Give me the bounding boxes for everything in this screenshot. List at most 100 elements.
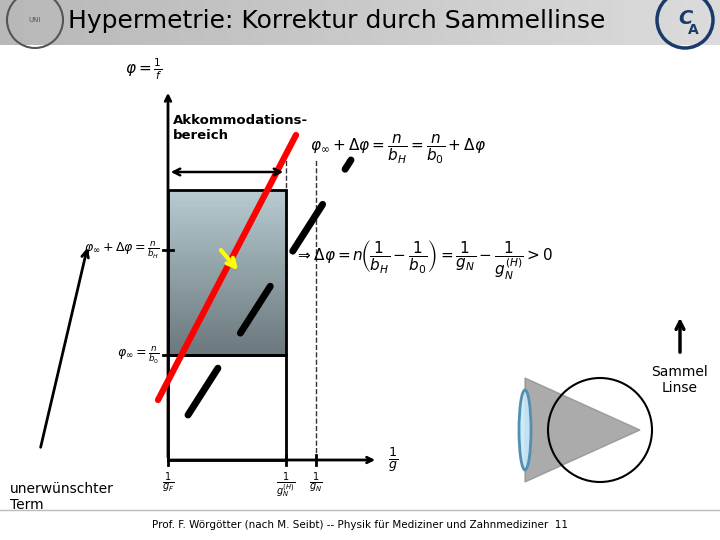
Bar [96,0,109,45]
Text: $\frac{1}{g_N^{(H)}}$: $\frac{1}{g_N^{(H)}}$ [276,470,296,500]
Bar [360,0,373,45]
Bar [168,272,286,276]
Bar [0,45,720,510]
Bar [288,0,301,45]
Bar [216,0,229,45]
Bar [168,305,286,309]
Bar [180,0,193,45]
Bar [708,0,720,45]
Text: unerwünschter
Term: unerwünschter Term [10,482,114,512]
Bar [420,0,433,45]
Bar [468,0,481,45]
Bar [12,0,25,45]
Bar [336,0,349,45]
Bar [228,0,241,45]
Bar [72,0,85,45]
Bar [168,198,286,202]
Bar [168,313,286,318]
Bar [252,0,265,45]
Text: A: A [688,23,698,37]
Bar [168,268,286,273]
Text: Akkommodations-
bereich: Akkommodations- bereich [173,114,308,142]
Bar [108,0,121,45]
Bar [156,0,169,45]
Bar [36,0,49,45]
Bar [576,0,589,45]
Bar [48,0,61,45]
Bar [204,0,217,45]
Bar [168,202,286,206]
Bar [168,330,286,334]
Bar [168,206,286,211]
Bar [312,0,325,45]
Bar [324,0,337,45]
Bar [168,342,286,347]
Bar [168,235,286,240]
Bar [660,0,673,45]
Bar [168,301,286,306]
Bar [480,0,493,45]
Text: $\frac{1}{g}$: $\frac{1}{g}$ [388,446,398,475]
Bar [168,247,286,252]
Bar [168,194,286,198]
Bar [300,0,313,45]
Text: $\varphi_\infty + \Delta\varphi = \frac{n}{b_H}$: $\varphi_\infty + \Delta\varphi = \frac{… [84,239,160,261]
Bar [24,0,37,45]
Bar [168,218,286,223]
Bar [168,293,286,297]
Bar [564,0,577,45]
Bar [240,0,253,45]
Bar [504,0,517,45]
Bar [168,255,286,260]
Text: Prof. F. Wörgötter (nach M. Seibt) -- Physik für Mediziner und Zahnmediziner  11: Prof. F. Wörgötter (nach M. Seibt) -- Ph… [152,520,568,530]
Bar [168,280,286,285]
Bar [168,355,286,460]
Bar [612,0,625,45]
Bar [168,288,286,293]
Bar [168,276,286,281]
Bar [408,0,421,45]
Bar [144,0,157,45]
Bar [684,0,697,45]
Bar [648,0,661,45]
Bar [168,227,286,231]
Text: Sammel
Linse: Sammel Linse [652,365,708,395]
Bar [432,0,445,45]
Text: $\varphi_\infty = \frac{n}{b_0}$: $\varphi_\infty = \frac{n}{b_0}$ [117,345,160,366]
Bar [624,0,637,45]
Text: $\frac{1}{g_F}$: $\frac{1}{g_F}$ [162,470,174,495]
Text: UNI: UNI [29,17,41,23]
Bar [516,0,529,45]
Bar [168,285,286,289]
Bar [444,0,457,45]
Bar [528,0,541,45]
Bar [540,0,553,45]
Text: $\frac{1}{g_N}$: $\frac{1}{g_N}$ [309,470,323,495]
Bar [168,338,286,342]
Bar [696,0,709,45]
Bar [168,252,286,256]
Bar [60,0,73,45]
Bar [588,0,601,45]
Bar [168,346,286,351]
Bar [276,0,289,45]
Bar [636,0,649,45]
Bar [168,210,286,215]
Bar [672,0,685,45]
Bar [168,239,286,244]
Bar [348,0,361,45]
Text: $\varphi = \frac{1}{f}$: $\varphi = \frac{1}{f}$ [125,56,163,82]
Ellipse shape [519,390,531,470]
Bar [168,190,286,355]
Bar [168,326,286,330]
Bar [264,0,277,45]
Bar [168,214,286,219]
Bar [168,297,286,301]
Bar [168,334,286,339]
Bar [132,0,145,45]
Text: $\varphi_\infty + \Delta\varphi = \dfrac{n}{b_H} = \dfrac{n}{b_0} + \Delta\varph: $\varphi_\infty + \Delta\varphi = \dfrac… [310,134,486,166]
Bar [168,350,286,355]
Bar [552,0,565,45]
Bar [492,0,505,45]
Bar [168,243,286,248]
